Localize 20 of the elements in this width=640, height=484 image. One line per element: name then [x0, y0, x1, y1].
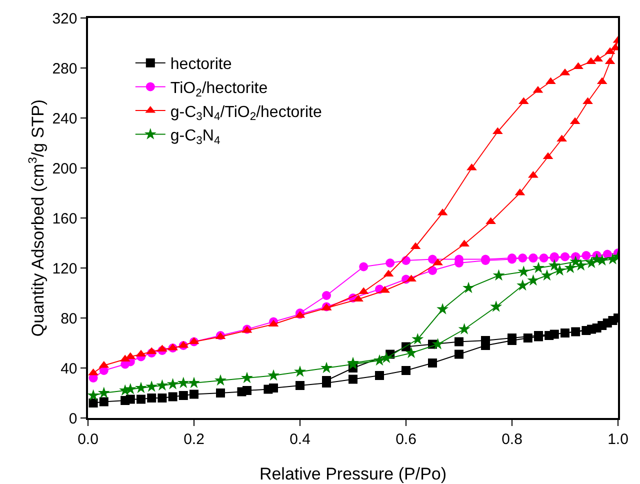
y-tick-label: 40 [60, 360, 78, 378]
x-tick-label: 0.4 [290, 430, 310, 448]
x-tick-label: 0.6 [396, 430, 416, 448]
y-tick-label: 0 [68, 410, 78, 428]
x-tick-label: 1.0 [608, 430, 628, 448]
y-tick-label: 80 [60, 310, 78, 328]
y-tick-label: 120 [52, 260, 78, 278]
legend-label: g-C$_{3}$N$_{4}$ [170, 128, 220, 147]
x-tick-label: 0.2 [184, 430, 204, 448]
y-tick-label: 160 [52, 210, 78, 228]
x-tick-label: 0.8 [502, 430, 522, 448]
legend-label: TiO$_{2}$/hectorite [170, 80, 268, 100]
legend-label: hectorite [170, 56, 232, 74]
y-tick-label: 200 [52, 160, 78, 178]
y-tick-label: 280 [52, 60, 78, 78]
y-tick-label: 240 [52, 110, 78, 128]
y-tick-label: 320 [52, 10, 78, 28]
x-axis-title: Relative Pressure (P/Po) [259, 464, 447, 484]
x-tick-label: 0.0 [78, 430, 98, 448]
legend-label: g-C$_{3}$N$_{4}$/TiO$_{2}$/hectorite [170, 104, 322, 124]
